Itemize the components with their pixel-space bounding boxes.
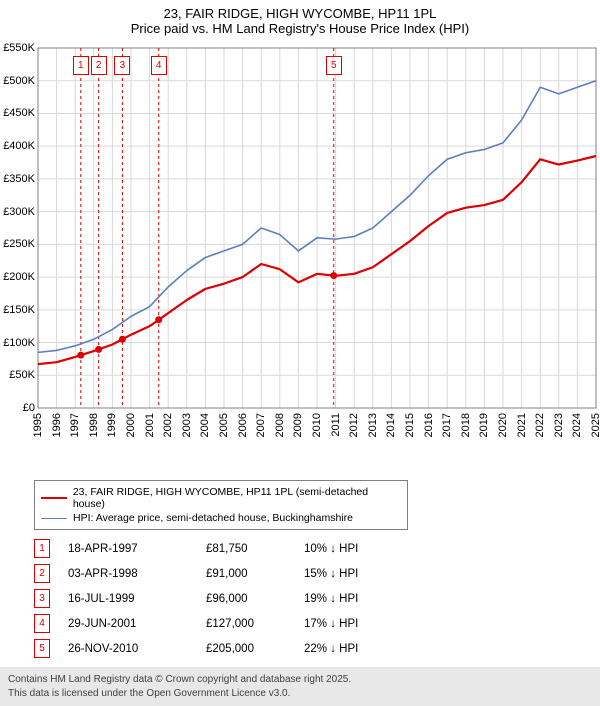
y-axis-label: £250K	[0, 238, 35, 250]
x-axis-label: 2018	[460, 413, 472, 437]
sale-price: £96,000	[206, 593, 286, 605]
legend-label: HPI: Average price, semi-detached house,…	[73, 512, 353, 524]
title-block: 23, FAIR RIDGE, HIGH WYCOMBE, HP11 1PL P…	[0, 0, 600, 38]
x-axis-label: 2011	[330, 413, 342, 437]
x-axis-label: 2003	[181, 413, 193, 437]
x-axis-label: 2004	[199, 413, 211, 437]
sale-row: 1 18-APR-1997 £81,750 10% ↓ HPI	[34, 536, 592, 561]
figure-container: 23, FAIR RIDGE, HIGH WYCOMBE, HP11 1PL P…	[0, 0, 600, 706]
x-axis-label: 2006	[237, 413, 249, 437]
sale-date: 16-JUL-1999	[68, 593, 188, 605]
x-axis-label: 2017	[441, 413, 453, 437]
sale-marker: 5	[326, 56, 342, 75]
x-axis-label: 1998	[88, 413, 100, 437]
legend-row: HPI: Average price, semi-detached house,…	[41, 511, 401, 525]
y-axis-label: £200K	[0, 271, 35, 283]
x-axis-label: 2010	[311, 413, 323, 437]
sales-table: 1 18-APR-1997 £81,750 10% ↓ HPI 2 03-APR-1998…	[34, 536, 592, 661]
y-axis-label: £300K	[0, 206, 35, 218]
sale-number: 5	[34, 639, 50, 658]
x-axis-label: 1995	[32, 413, 44, 437]
sale-price: £91,000	[206, 568, 286, 580]
x-axis-label: 2000	[125, 413, 137, 437]
sale-number: 3	[34, 589, 50, 608]
x-axis-label: 2015	[404, 413, 416, 437]
x-axis-label: 2014	[385, 413, 397, 437]
x-axis-label: 1999	[106, 413, 118, 437]
sale-delta: 17% ↓ HPI	[304, 618, 404, 630]
x-axis-label: 2001	[144, 413, 156, 437]
sale-number: 2	[34, 564, 50, 583]
x-axis-label: 2025	[590, 413, 600, 437]
x-axis-label: 2016	[423, 413, 435, 437]
x-axis-label: 2009	[292, 413, 304, 437]
footer-line-1: Contains HM Land Registry data © Crown c…	[8, 673, 592, 687]
footer-line-2: This data is licensed under the Open Gov…	[8, 687, 592, 701]
legend-swatch	[41, 497, 67, 499]
sale-row: 5 26-NOV-2010 £205,000 22% ↓ HPI	[34, 636, 592, 661]
sale-marker: 4	[151, 56, 167, 75]
title-line-1: 23, FAIR RIDGE, HIGH WYCOMBE, HP11 1PL	[4, 6, 596, 21]
legend-label: 23, FAIR RIDGE, HIGH WYCOMBE, HP11 1PL (…	[73, 486, 401, 510]
y-axis-label: £500K	[0, 75, 35, 87]
x-axis-label: 2008	[274, 413, 286, 437]
y-axis-label: £150K	[0, 304, 35, 316]
x-axis-label: 2022	[534, 413, 546, 437]
x-axis-label: 1997	[69, 413, 81, 437]
sale-price: £127,000	[206, 618, 286, 630]
y-axis-label: £50K	[0, 369, 35, 381]
sale-row: 2 03-APR-1998 £91,000 15% ↓ HPI	[34, 561, 592, 586]
y-axis-label: £450K	[0, 107, 35, 119]
sale-date: 29-JUN-2001	[68, 618, 188, 630]
x-axis-label: 2002	[162, 413, 174, 437]
sale-number: 1	[34, 539, 50, 558]
title-line-2: Price paid vs. HM Land Registry's House …	[4, 21, 596, 36]
x-axis-label: 2005	[218, 413, 230, 437]
sale-marker: 3	[114, 56, 130, 75]
y-axis-label: £0	[0, 402, 35, 414]
sale-row: 3 16-JUL-1999 £96,000 19% ↓ HPI	[34, 586, 592, 611]
sale-price: £81,750	[206, 543, 286, 555]
x-axis-label: 2020	[497, 413, 509, 437]
plot-svg	[0, 38, 600, 438]
chart-area: £0 £50K £100K £150K £200K £250K £300K £350K £400…	[0, 38, 600, 438]
sale-delta: 15% ↓ HPI	[304, 568, 404, 580]
sale-number: 4	[34, 614, 50, 633]
y-axis-label: £100K	[0, 337, 35, 349]
sale-row: 4 29-JUN-2001 £127,000 17% ↓ HPI	[34, 611, 592, 636]
y-axis-label: £400K	[0, 140, 35, 152]
x-axis-label: 2012	[348, 413, 360, 437]
x-axis-label: 1996	[51, 413, 63, 437]
y-axis-label: £350K	[0, 173, 35, 185]
sale-marker: 2	[91, 56, 107, 75]
sale-date: 18-APR-1997	[68, 543, 188, 555]
x-axis-label: 2007	[255, 413, 267, 437]
sale-date: 26-NOV-2010	[68, 643, 188, 655]
x-axis-label: 2019	[478, 413, 490, 437]
sale-date: 03-APR-1998	[68, 568, 188, 580]
sale-delta: 22% ↓ HPI	[304, 643, 404, 655]
x-axis-label: 2013	[367, 413, 379, 437]
x-axis-label: 2023	[553, 413, 565, 437]
sale-price: £205,000	[206, 643, 286, 655]
sale-delta: 19% ↓ HPI	[304, 593, 404, 605]
footer-attribution: Contains HM Land Registry data © Crown c…	[0, 667, 600, 706]
y-axis-label: £550K	[0, 42, 35, 54]
legend-swatch	[41, 518, 67, 519]
legend: 23, FAIR RIDGE, HIGH WYCOMBE, HP11 1PL (…	[34, 480, 408, 530]
sale-marker: 1	[73, 56, 89, 75]
sale-delta: 10% ↓ HPI	[304, 543, 404, 555]
legend-row: 23, FAIR RIDGE, HIGH WYCOMBE, HP11 1PL (…	[41, 485, 401, 511]
x-axis-label: 2021	[516, 413, 528, 437]
x-axis-label: 2024	[571, 413, 583, 437]
